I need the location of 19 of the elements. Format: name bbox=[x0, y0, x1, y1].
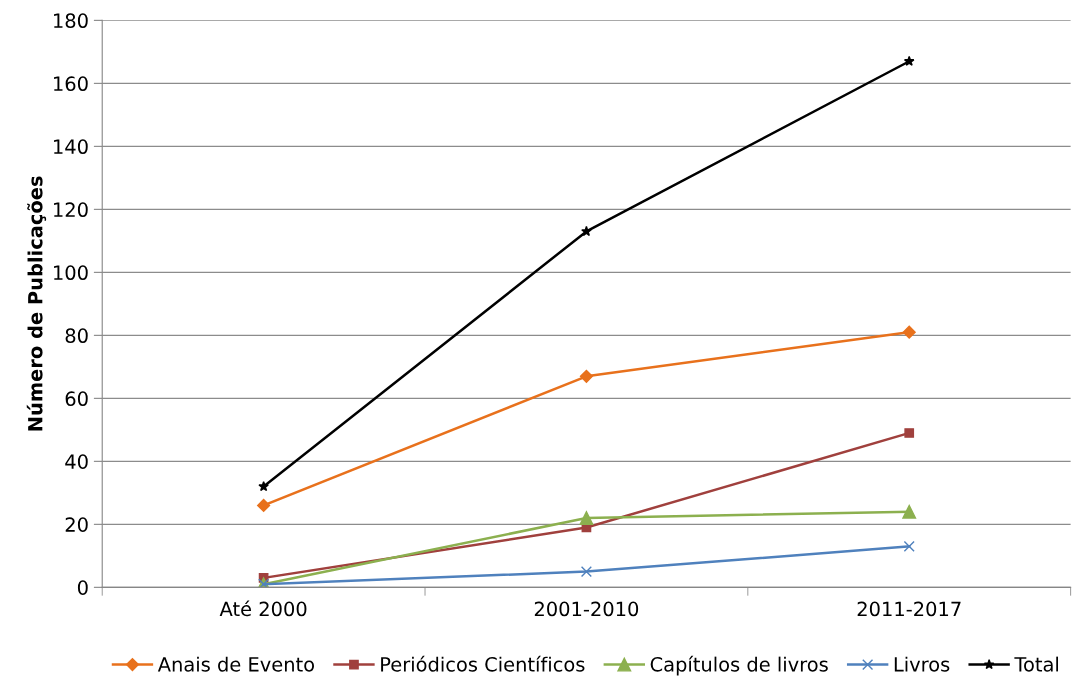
y-tick-label: 120 bbox=[54, 202, 88, 218]
legend-label: Anais de Evento bbox=[157, 656, 315, 672]
x-tick-label: Até 2000 bbox=[219, 600, 307, 617]
y-tick-label: 80 bbox=[65, 328, 88, 344]
x-tick-label: 2001-2010 bbox=[534, 601, 639, 617]
legend-label: Total bbox=[1014, 656, 1059, 672]
y-tick-label: 20 bbox=[65, 517, 88, 532]
legend-label: Periódicos Científicos bbox=[381, 655, 585, 672]
y-tick-label: 40 bbox=[65, 454, 88, 470]
y-tick-label: 140 bbox=[54, 139, 88, 155]
y-tick-label: 60 bbox=[65, 391, 88, 407]
y-tick-label: 180 bbox=[54, 13, 88, 29]
y-axis-title: Número de Publicações bbox=[26, 176, 47, 431]
x-tick-label: 2011-2017 bbox=[857, 601, 961, 617]
legend-label: Livros bbox=[894, 656, 950, 672]
legend-label: Capítulos de livros bbox=[650, 655, 828, 676]
y-tick-label: 100 bbox=[54, 265, 88, 281]
y-tick-label: 160 bbox=[54, 76, 88, 92]
y-tick-label: 0 bbox=[77, 580, 88, 595]
